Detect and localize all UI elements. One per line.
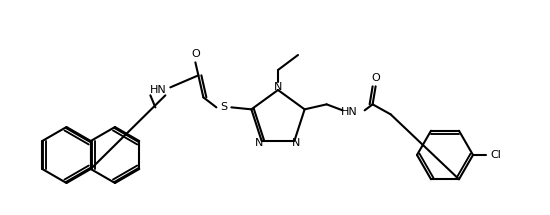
Text: N: N [255, 138, 264, 148]
Text: N: N [292, 138, 301, 148]
Text: HN: HN [341, 107, 358, 117]
Text: O: O [371, 73, 380, 83]
Text: N: N [274, 82, 282, 92]
Text: O: O [191, 49, 200, 59]
Text: HN: HN [150, 85, 167, 95]
Text: Cl: Cl [491, 150, 502, 160]
Text: S: S [220, 102, 227, 112]
